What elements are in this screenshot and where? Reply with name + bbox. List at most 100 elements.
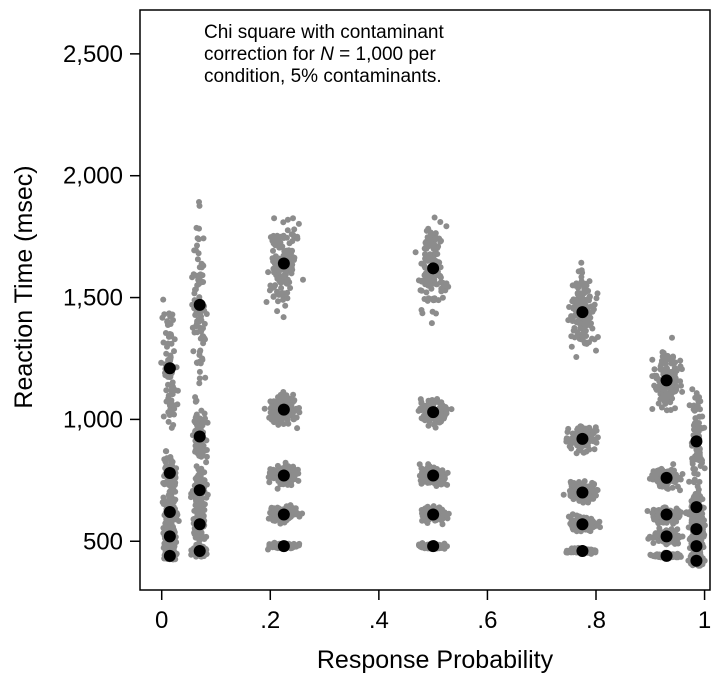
- y-tick-label: 2,500: [63, 41, 123, 68]
- simulated-point: [274, 462, 281, 469]
- simulated-point: [692, 415, 699, 422]
- observed-point: [277, 508, 290, 521]
- y-axis-title: Reaction Time (msec): [10, 165, 38, 408]
- observed-point: [277, 257, 290, 270]
- simulated-point: [165, 541, 172, 548]
- simulated-point: [672, 528, 679, 535]
- simulated-point: [288, 248, 295, 254]
- simulated-point: [437, 219, 444, 225]
- simulated-point: [570, 480, 577, 486]
- simulated-point: [663, 356, 670, 363]
- simulated-point: [269, 403, 276, 410]
- simulated-point: [196, 537, 203, 544]
- simulated-point: [694, 483, 701, 490]
- simulated-point: [578, 259, 585, 266]
- simulated-point: [683, 509, 690, 516]
- simulated-point: [586, 278, 593, 285]
- simulated-point: [203, 459, 210, 466]
- x-tick-label: .6: [477, 607, 497, 634]
- simulated-point: [701, 522, 708, 529]
- simulated-point: [296, 513, 303, 520]
- simulated-point: [269, 237, 276, 244]
- simulated-point: [649, 510, 656, 517]
- simulated-point: [171, 498, 177, 505]
- simulated-point: [655, 512, 662, 519]
- simulated-point: [577, 325, 584, 332]
- simulated-point: [418, 472, 425, 479]
- simulated-point: [695, 490, 702, 497]
- simulated-point: [438, 399, 445, 406]
- simulated-point: [202, 374, 209, 381]
- simulated-point: [439, 506, 446, 513]
- observed-point: [690, 435, 703, 448]
- observed-point: [163, 362, 176, 375]
- simulated-point: [280, 314, 287, 321]
- simulated-point: [418, 260, 425, 267]
- simulated-point: [672, 405, 678, 412]
- simulated-point: [591, 481, 598, 487]
- simulated-point: [198, 317, 205, 324]
- simulated-point: [197, 450, 204, 457]
- x-tick-label: .8: [586, 607, 606, 634]
- simulated-point: [203, 447, 210, 453]
- simulated-point: [193, 320, 200, 327]
- observed-point: [277, 540, 290, 553]
- simulated-point: [168, 460, 175, 466]
- simulated-point: [170, 402, 177, 409]
- simulated-point: [418, 480, 425, 487]
- simulated-point: [578, 274, 585, 280]
- simulated-point: [165, 395, 172, 402]
- simulated-point: [265, 269, 272, 276]
- simulated-point: [288, 265, 295, 272]
- simulated-point: [271, 260, 278, 267]
- simulated-point: [663, 541, 670, 548]
- simulated-point: [201, 410, 208, 417]
- simulated-point: [593, 347, 599, 354]
- simulated-point: [663, 364, 670, 371]
- simulated-point: [171, 348, 177, 355]
- y-tick-label: 1,500: [63, 285, 123, 312]
- simulated-point: [426, 465, 433, 472]
- simulated-point: [197, 347, 204, 354]
- simulated-point: [267, 282, 274, 289]
- observed-point: [277, 469, 290, 482]
- simulated-point: [584, 442, 591, 449]
- simulated-point: [663, 483, 670, 490]
- simulated-point: [434, 272, 441, 279]
- observed-point: [193, 484, 206, 497]
- simulated-point: [439, 542, 446, 549]
- simulated-point: [592, 424, 599, 431]
- simulated-point: [657, 480, 664, 487]
- observed-point: [660, 549, 673, 562]
- simulated-point: [594, 290, 601, 297]
- simulated-point: [415, 407, 422, 414]
- observed-point: [660, 374, 673, 387]
- simulated-point: [290, 215, 296, 222]
- simulated-point: [194, 503, 201, 510]
- simulated-point: [423, 402, 430, 409]
- simulated-point: [160, 494, 167, 501]
- simulated-point: [699, 413, 706, 420]
- simulated-point: [284, 253, 291, 260]
- simulated-point: [691, 420, 698, 427]
- simulated-point: [201, 477, 208, 484]
- x-tick-label: .2: [260, 607, 280, 634]
- simulated-point: [673, 387, 679, 394]
- simulated-point: [289, 473, 296, 480]
- simulated-point: [273, 234, 280, 241]
- simulated-point: [191, 290, 198, 297]
- simulated-point: [419, 510, 426, 516]
- simulated-point: [689, 386, 696, 393]
- simulated-point: [294, 425, 301, 432]
- x-tick-label: .4: [369, 607, 389, 634]
- simulated-point: [695, 449, 702, 456]
- simulated-point: [291, 466, 298, 473]
- simulated-point: [160, 296, 167, 303]
- simulated-point: [284, 227, 291, 234]
- simulated-point: [667, 369, 674, 375]
- simulated-point: [291, 416, 297, 423]
- simulated-point: [166, 519, 173, 526]
- simulated-point: [568, 445, 575, 452]
- simulated-point: [194, 256, 201, 263]
